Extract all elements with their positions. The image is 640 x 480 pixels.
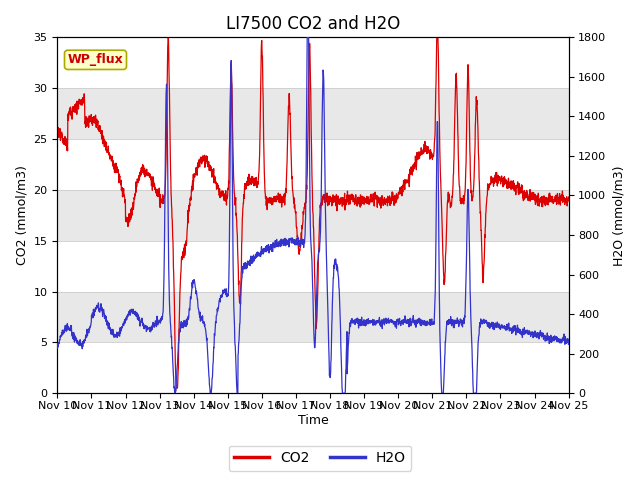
Bar <box>58 240 568 291</box>
Y-axis label: H2O (mmol/m3): H2O (mmol/m3) <box>612 165 625 265</box>
Bar <box>58 37 568 88</box>
Bar <box>58 342 568 393</box>
Y-axis label: CO2 (mmol/m3): CO2 (mmol/m3) <box>15 165 28 265</box>
Title: LI7500 CO2 and H2O: LI7500 CO2 and H2O <box>226 15 400 33</box>
Legend: CO2, H2O: CO2, H2O <box>228 445 412 471</box>
Bar <box>58 139 568 190</box>
Bar <box>58 291 568 342</box>
Bar <box>58 88 568 139</box>
Bar <box>58 190 568 240</box>
Text: WP_flux: WP_flux <box>68 53 124 66</box>
X-axis label: Time: Time <box>298 414 328 427</box>
